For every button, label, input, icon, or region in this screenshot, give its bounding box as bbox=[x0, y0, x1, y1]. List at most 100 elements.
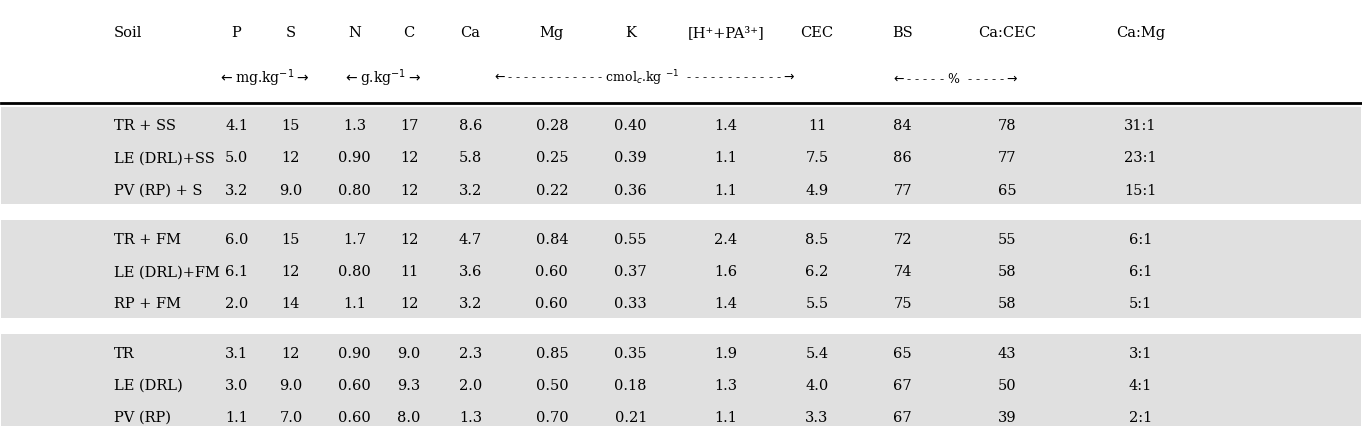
Text: 4.0: 4.0 bbox=[805, 379, 828, 393]
Text: 12: 12 bbox=[282, 347, 300, 361]
Text: Ca: Ca bbox=[460, 26, 481, 40]
Text: 3.3: 3.3 bbox=[805, 411, 828, 425]
Text: 0.70: 0.70 bbox=[535, 411, 568, 425]
Text: 0.60: 0.60 bbox=[535, 297, 568, 311]
Text: 5.8: 5.8 bbox=[459, 152, 482, 165]
Text: 58: 58 bbox=[998, 297, 1016, 311]
Text: 75: 75 bbox=[893, 297, 911, 311]
Text: $\leftarrow$- - - - - %  - - - - -$\rightarrow$: $\leftarrow$- - - - - % - - - - -$\right… bbox=[891, 72, 1019, 86]
Text: 1.1: 1.1 bbox=[715, 152, 737, 165]
Text: 3.2: 3.2 bbox=[225, 184, 248, 198]
Text: 55: 55 bbox=[998, 233, 1016, 247]
Text: 15: 15 bbox=[282, 233, 300, 247]
Text: 0.21: 0.21 bbox=[614, 411, 647, 425]
Text: Soil: Soil bbox=[114, 26, 143, 40]
Text: 1.3: 1.3 bbox=[714, 379, 737, 393]
Text: 0.40: 0.40 bbox=[614, 119, 647, 133]
Text: 5.4: 5.4 bbox=[805, 347, 828, 361]
Text: 1.1: 1.1 bbox=[715, 184, 737, 198]
Text: TR: TR bbox=[114, 347, 135, 361]
Text: 6.1: 6.1 bbox=[225, 265, 248, 279]
Text: 7.5: 7.5 bbox=[805, 152, 828, 165]
Text: 1.1: 1.1 bbox=[225, 411, 248, 425]
Text: 11: 11 bbox=[808, 119, 825, 133]
Text: C: C bbox=[403, 26, 415, 40]
Text: 67: 67 bbox=[893, 411, 913, 425]
Text: 9.0: 9.0 bbox=[398, 347, 421, 361]
Text: 31:1: 31:1 bbox=[1124, 119, 1156, 133]
Text: 14: 14 bbox=[282, 297, 300, 311]
Text: 0.90: 0.90 bbox=[339, 347, 370, 361]
Text: 3:1: 3:1 bbox=[1129, 347, 1152, 361]
Text: Ca:Mg: Ca:Mg bbox=[1115, 26, 1165, 40]
Text: 86: 86 bbox=[893, 152, 913, 165]
Text: 4.7: 4.7 bbox=[459, 233, 482, 247]
Text: 0.25: 0.25 bbox=[535, 152, 568, 165]
Text: 0.84: 0.84 bbox=[535, 233, 568, 247]
Text: PV (RP): PV (RP) bbox=[114, 411, 172, 425]
Text: 8.6: 8.6 bbox=[459, 119, 482, 133]
Text: 8.0: 8.0 bbox=[398, 411, 421, 425]
Text: 39: 39 bbox=[998, 411, 1016, 425]
Text: RP + FM: RP + FM bbox=[114, 297, 181, 311]
Text: 0.22: 0.22 bbox=[535, 184, 568, 198]
Text: K: K bbox=[625, 26, 636, 40]
Text: 1.1: 1.1 bbox=[343, 297, 366, 311]
Text: 0.90: 0.90 bbox=[339, 152, 370, 165]
Text: 0.18: 0.18 bbox=[614, 379, 647, 393]
Text: 58: 58 bbox=[998, 265, 1016, 279]
Text: 74: 74 bbox=[893, 265, 911, 279]
Text: 0.60: 0.60 bbox=[338, 411, 372, 425]
Text: 65: 65 bbox=[998, 184, 1016, 198]
Text: 15:1: 15:1 bbox=[1124, 184, 1156, 198]
Text: 0.36: 0.36 bbox=[614, 184, 647, 198]
Text: 78: 78 bbox=[998, 119, 1016, 133]
Text: 0.33: 0.33 bbox=[614, 297, 647, 311]
Text: 1.3: 1.3 bbox=[459, 411, 482, 425]
Text: 9.0: 9.0 bbox=[279, 184, 302, 198]
Text: 12: 12 bbox=[400, 184, 418, 198]
Text: 4.1: 4.1 bbox=[225, 119, 248, 133]
Text: 1.7: 1.7 bbox=[343, 233, 366, 247]
Text: 9.0: 9.0 bbox=[279, 379, 302, 393]
Text: P: P bbox=[232, 26, 241, 40]
Text: Mg: Mg bbox=[539, 26, 564, 40]
Text: 1.1: 1.1 bbox=[715, 411, 737, 425]
Text: 0.55: 0.55 bbox=[614, 233, 647, 247]
Text: 3.2: 3.2 bbox=[459, 184, 482, 198]
Text: 0.37: 0.37 bbox=[614, 265, 647, 279]
Text: 1.4: 1.4 bbox=[714, 119, 737, 133]
Text: N: N bbox=[349, 26, 361, 40]
Text: 0.80: 0.80 bbox=[338, 265, 372, 279]
Text: 9.3: 9.3 bbox=[398, 379, 421, 393]
Text: 3.6: 3.6 bbox=[459, 265, 482, 279]
Text: 5.5: 5.5 bbox=[805, 297, 828, 311]
Text: 1.4: 1.4 bbox=[714, 297, 737, 311]
Bar bbox=[1, 220, 1361, 318]
Text: 77: 77 bbox=[998, 152, 1016, 165]
Text: S: S bbox=[286, 26, 296, 40]
Text: 1.9: 1.9 bbox=[714, 347, 737, 361]
Text: 2:1: 2:1 bbox=[1129, 411, 1152, 425]
Text: LE (DRL)+SS: LE (DRL)+SS bbox=[114, 152, 215, 165]
Text: 12: 12 bbox=[282, 152, 300, 165]
Text: 5:1: 5:1 bbox=[1129, 297, 1152, 311]
Text: 3.2: 3.2 bbox=[459, 297, 482, 311]
Text: 4:1: 4:1 bbox=[1129, 379, 1152, 393]
Text: 1.6: 1.6 bbox=[714, 265, 737, 279]
Text: 3.0: 3.0 bbox=[225, 379, 248, 393]
Text: [H⁺+PA³⁺]: [H⁺+PA³⁺] bbox=[688, 26, 764, 40]
Text: 2.0: 2.0 bbox=[225, 297, 248, 311]
Text: $\leftarrow$- - - - - - - - - - - - cmol$_c$.kg $^{-1}$  - - - - - - - - - - - -: $\leftarrow$- - - - - - - - - - - - cmol… bbox=[492, 69, 795, 89]
Text: 4.9: 4.9 bbox=[805, 184, 828, 198]
Text: 43: 43 bbox=[998, 347, 1016, 361]
Text: $\leftarrow$g.kg$^{-1}$$\rightarrow$: $\leftarrow$g.kg$^{-1}$$\rightarrow$ bbox=[343, 68, 421, 89]
Bar bbox=[1, 106, 1361, 204]
Text: 84: 84 bbox=[893, 119, 913, 133]
Text: 7.0: 7.0 bbox=[279, 411, 302, 425]
Text: 2.3: 2.3 bbox=[459, 347, 482, 361]
Text: 77: 77 bbox=[893, 184, 911, 198]
Text: LE (DRL)+FM: LE (DRL)+FM bbox=[114, 265, 221, 279]
Bar bbox=[1, 334, 1361, 426]
Text: 0.35: 0.35 bbox=[614, 347, 647, 361]
